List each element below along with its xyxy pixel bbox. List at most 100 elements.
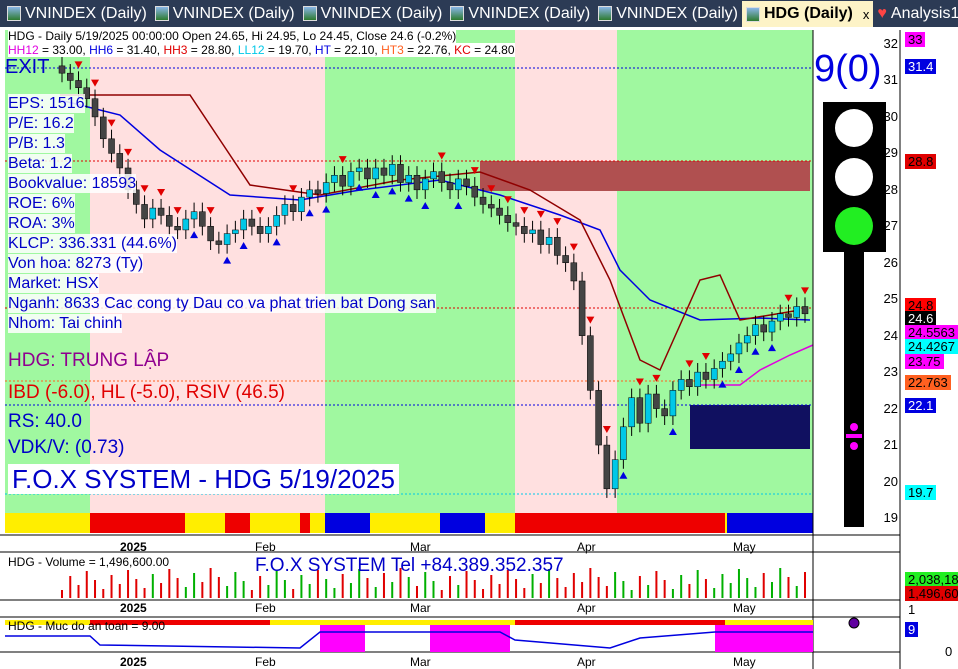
indicator-key: LL12 [237,43,265,57]
candle [735,342,743,355]
price-tick: 22 [883,400,898,416]
maroon-ma-line [60,94,801,372]
volume-bar [770,582,773,598]
sell-arrow-icon [74,61,83,69]
volume-last-label: 1,496,600 [905,586,958,601]
candle [232,229,239,234]
candle [776,313,784,322]
candle [306,189,313,198]
roa: ROA: 3% [8,214,75,233]
candle [686,379,693,387]
tel-label: F.O.X SYSTEM Tel +84.389.352.357 [255,555,564,576]
buy-arrow-icon [767,344,776,352]
candle [207,226,214,242]
candle [265,226,272,234]
buy-arrow-icon [454,201,463,209]
buy-arrow-icon [305,209,314,217]
volume-bar [622,581,625,598]
price-label: 33 [905,32,926,47]
tab-hdg[interactable]: HDG (Daily) x [741,1,874,27]
volume-bar [61,590,63,598]
candle [496,207,503,216]
candle [380,167,388,176]
volume-bar [358,569,361,598]
candle [512,222,520,227]
candle [100,116,107,140]
x-axis-label: Mar [410,601,431,615]
nganh: Nganh: 8633 Cac cong ty Dau co va phat t… [8,294,436,313]
sell-arrow-icon [470,167,479,175]
volume-bar [424,572,427,598]
price-tick: 19 [883,509,898,525]
candle [215,240,223,245]
chart-canvas[interactable] [0,27,958,669]
volume-bar [737,569,740,598]
candle [702,371,710,380]
candle [298,196,305,212]
candle [603,444,611,490]
buy-arrow-icon [322,205,331,213]
volume-bar [242,581,245,598]
candle [314,189,322,194]
tab-label: Analysis1 [890,4,958,22]
candle [570,262,578,282]
tab-vnindex-2[interactable]: VNINDEX (Daily) [151,2,299,25]
candle [273,215,280,227]
volume-bar [696,570,699,598]
candle [421,178,429,191]
candle [455,178,462,191]
vdk-label: VDK/V: (0.73) [8,437,125,458]
candle [166,215,173,227]
volume-bar [787,577,790,598]
sell-arrow-icon [157,188,166,196]
sell-arrow-icon [206,207,215,215]
tab-vnindex-4[interactable]: VNINDEX (Daily) [446,2,594,25]
x-axis-label: 2025 [120,540,147,554]
volume-bar [275,571,278,598]
candle [331,175,338,183]
sell-arrow-icon [536,210,545,218]
tab-analysis1[interactable]: ♥ Analysis1 [873,2,958,25]
close-tab-icon[interactable]: x [862,6,870,22]
price-tick: 23 [883,364,898,380]
candle [322,182,330,194]
indicator-header: HH12 = 33.00, HH6 = 31.40, HH3 = 28.80, … [8,43,515,57]
klcp: KLCP: 336.331 (44.6%) [8,234,177,253]
indicator-key: HT3 [381,43,404,57]
light-2 [835,158,873,196]
volume-bar [160,583,163,598]
candle [752,324,759,336]
volume-bar [498,584,501,598]
volume-tick: 1 [908,602,916,617]
volume-bar [564,587,567,598]
price-tick: 29 [883,145,898,161]
tab-vnindex-3[interactable]: VNINDEX (Daily) [299,2,447,25]
volume-bar [341,574,344,598]
sell-arrow-icon [173,207,182,215]
pb: P/B: 1.3 [8,134,65,153]
trend-strip-blue [325,513,370,533]
candle [108,138,115,154]
buy-arrow-icon [404,194,413,202]
volume-bar [440,590,443,598]
candle [628,397,635,428]
volume-bar [804,572,806,598]
volume-bar [762,573,765,598]
volume-bar [308,584,311,598]
buy-arrow-icon [734,366,743,374]
sell-arrow-icon [437,152,446,160]
ibd-label: IBD (-6.0), HL (-5.0), RSIV (46.5) [8,382,285,403]
chart-icon [302,6,317,21]
tab-vnindex-5[interactable]: VNINDEX (Daily) [594,2,742,25]
sell-arrow-icon [635,378,644,386]
safety-bar [715,625,813,652]
candle [743,335,751,344]
volume-bar [572,573,575,598]
tab-label: VNINDEX (Daily) [25,4,147,22]
volume-bar [118,584,121,598]
support-zone [690,405,810,449]
candle [75,80,82,89]
volume-bar [457,585,460,598]
tab-vnindex-1[interactable]: VNINDEX (Daily) [3,2,151,25]
volume-bar [473,580,476,598]
